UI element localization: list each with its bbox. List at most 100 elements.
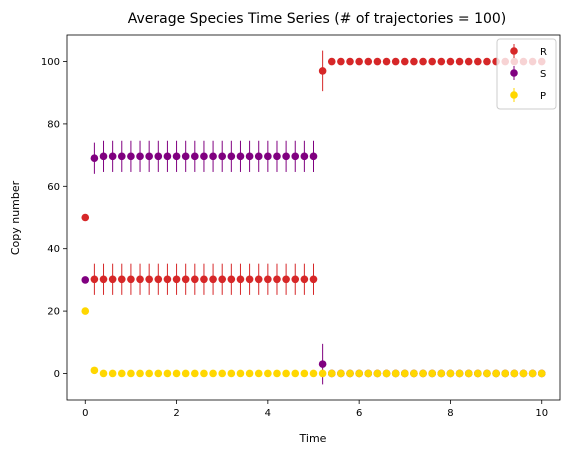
data-point xyxy=(374,370,382,378)
legend-marker xyxy=(510,69,518,77)
data-point xyxy=(392,370,400,378)
data-point xyxy=(511,370,519,378)
data-point xyxy=(246,153,254,161)
data-point xyxy=(410,58,418,66)
data-point xyxy=(200,370,208,378)
plot-area xyxy=(67,35,560,400)
data-point xyxy=(428,58,436,66)
data-point xyxy=(173,370,181,378)
legend-label: S xyxy=(540,69,546,80)
y-tick-label: 20 xyxy=(47,307,60,318)
data-point xyxy=(310,153,318,161)
data-point xyxy=(228,370,236,378)
data-point xyxy=(182,370,190,378)
data-point xyxy=(483,58,491,66)
data-point xyxy=(154,275,162,283)
data-point xyxy=(474,58,482,66)
data-point xyxy=(364,370,372,378)
data-point xyxy=(301,370,309,378)
data-point xyxy=(136,275,144,283)
data-point xyxy=(355,58,363,66)
data-point xyxy=(237,370,245,378)
data-point xyxy=(118,370,126,378)
y-tick-label: 100 xyxy=(41,57,60,68)
y-axis-label: Copy number xyxy=(9,180,22,255)
data-point xyxy=(81,307,89,315)
data-point xyxy=(346,370,354,378)
data-point xyxy=(145,153,153,161)
data-point xyxy=(520,370,528,378)
data-point xyxy=(529,370,537,378)
data-point xyxy=(474,370,482,378)
data-point xyxy=(127,370,135,378)
data-point xyxy=(337,58,345,66)
x-tick-label: 6 xyxy=(356,408,362,419)
series-R xyxy=(81,51,545,295)
data-point xyxy=(438,58,446,66)
data-point xyxy=(419,58,427,66)
data-point xyxy=(154,370,162,378)
data-point xyxy=(364,58,372,66)
data-point xyxy=(264,275,272,283)
data-point xyxy=(255,153,263,161)
data-point xyxy=(328,58,336,66)
data-point xyxy=(538,370,546,378)
data-point xyxy=(282,275,290,283)
data-point xyxy=(264,153,272,161)
data-point xyxy=(200,275,208,283)
data-point xyxy=(428,370,436,378)
data-point xyxy=(127,153,135,161)
data-point xyxy=(164,370,172,378)
data-point xyxy=(118,153,126,161)
data-point xyxy=(81,276,89,284)
data-point xyxy=(319,370,327,378)
data-point xyxy=(410,370,418,378)
x-tick-label: 10 xyxy=(535,408,548,419)
data-point xyxy=(465,370,473,378)
data-point xyxy=(401,58,409,66)
data-point xyxy=(218,275,226,283)
data-point xyxy=(136,153,144,161)
data-point xyxy=(282,370,290,378)
data-point xyxy=(91,154,99,162)
data-point xyxy=(145,370,153,378)
data-point xyxy=(228,153,236,161)
data-point xyxy=(246,370,254,378)
legend-label: P xyxy=(540,91,546,102)
data-point xyxy=(237,275,245,283)
data-point xyxy=(383,370,391,378)
data-point xyxy=(191,275,199,283)
data-point xyxy=(273,370,281,378)
data-point xyxy=(255,370,263,378)
data-point xyxy=(319,360,327,368)
data-point xyxy=(191,153,199,161)
series-S xyxy=(81,141,545,385)
data-point xyxy=(374,58,382,66)
data-point xyxy=(501,370,509,378)
data-point xyxy=(91,275,99,283)
data-point xyxy=(118,275,126,283)
data-point xyxy=(465,58,473,66)
data-point xyxy=(109,370,117,378)
data-point xyxy=(419,370,427,378)
data-point xyxy=(173,275,181,283)
data-point xyxy=(154,153,162,161)
data-point xyxy=(182,275,190,283)
x-axis-label: Time xyxy=(299,432,327,445)
data-point xyxy=(346,58,354,66)
y-axis: 0 20 40 60 80 100 xyxy=(41,57,67,380)
data-point xyxy=(109,275,117,283)
data-point xyxy=(136,370,144,378)
data-point xyxy=(145,275,153,283)
data-point xyxy=(200,153,208,161)
data-point xyxy=(273,153,281,161)
data-point xyxy=(100,153,108,161)
data-point xyxy=(182,153,190,161)
data-point xyxy=(355,370,363,378)
legend: RSP xyxy=(497,39,556,109)
data-point xyxy=(282,153,290,161)
y-tick-label: 60 xyxy=(47,182,60,193)
y-tick-label: 40 xyxy=(47,244,60,255)
data-point xyxy=(209,275,217,283)
